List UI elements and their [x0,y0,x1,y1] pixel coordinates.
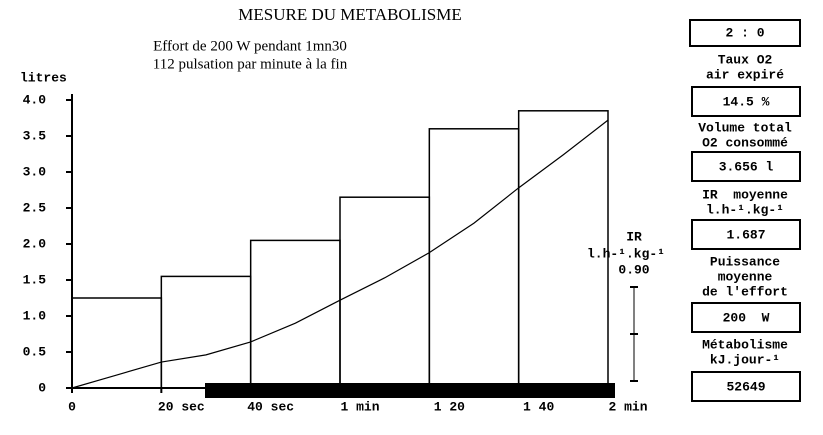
cumulative-line [71,119,609,389]
y-tick-label: 3.0 [23,164,47,179]
chart-subtitle: 112 pulsation par minute à la fin [153,56,348,72]
y-tick-label: 3.5 [23,128,47,143]
field-box [691,302,801,333]
gauge-scale [630,286,638,382]
y-tick-label: 1.5 [23,272,47,287]
bar [249,239,341,389]
field-value: 3.656 l [719,159,774,174]
field-value: 14.5 % [723,94,770,109]
field-label: Métabolisme [702,337,788,352]
gauge-value: 0.90 [618,262,649,277]
bar [428,128,520,389]
y-tick-label: 0 [38,380,46,395]
field-label: l.h-¹.kg-¹ [706,202,784,217]
field-value: 52649 [726,379,765,394]
y-tick-label: 0.5 [23,344,47,359]
chart-subtitle: Effort de 200 W pendant 1mn30 [153,38,347,54]
bar [339,196,431,389]
x-tick-label: 20 sec [158,399,205,414]
field-box [691,371,801,402]
time-box [689,19,801,47]
field-label: Puissance [710,254,780,269]
chart-title: MESURE DU METABOLISME [238,5,461,24]
field-value: 200 W [723,310,770,325]
gauge-label: IR [626,229,642,244]
field-box [691,219,801,250]
bar [160,275,252,389]
field-label: Taux O2 [718,52,773,67]
x-tick-label: 0 [68,399,76,414]
field-label: air expiré [706,67,784,82]
time-value: 2 : 0 [725,25,764,40]
field-box [691,86,801,117]
field-label: de l'effort [702,284,788,299]
gauge-unit: l.h-¹.kg-¹ [587,246,665,261]
y-axis-label: litres [20,70,67,85]
x-tick-label: 1 40 [523,399,554,414]
x-tick-label: 40 sec [247,399,294,414]
field-value: 1.687 [726,227,765,242]
progress-bar [205,383,615,398]
field-label: O2 consommé [702,135,788,150]
field-label: moyenne [718,269,773,284]
y-tick-label: 1.0 [23,308,47,323]
y-tick-label: 2.5 [23,200,47,215]
y-tick-label: 2.0 [23,236,47,251]
x-tick-label: 1 20 [434,399,465,414]
x-tick-label: 2 min [608,399,647,414]
x-tick-label: 1 min [340,399,379,414]
field-label: kJ.jour-¹ [710,352,780,367]
y-tick-label: 4.0 [23,92,47,107]
field-box [691,151,801,182]
field-label: Volume total [698,120,792,135]
field-label: IR moyenne [702,187,788,202]
